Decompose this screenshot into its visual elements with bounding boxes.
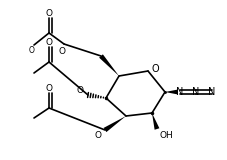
Polygon shape [99, 54, 119, 76]
Polygon shape [104, 116, 126, 132]
Polygon shape [152, 113, 159, 130]
Text: O: O [29, 45, 35, 55]
Text: O: O [45, 84, 52, 92]
Text: N: N [208, 87, 216, 97]
Polygon shape [165, 89, 178, 95]
Text: O: O [151, 64, 159, 74]
Text: O: O [45, 37, 52, 47]
Text: O: O [94, 132, 101, 140]
Text: O: O [59, 47, 66, 56]
Text: O: O [45, 8, 52, 17]
Text: O: O [76, 85, 83, 95]
Text: N: N [176, 87, 184, 97]
Text: N: N [192, 87, 200, 97]
Text: OH: OH [159, 132, 173, 140]
